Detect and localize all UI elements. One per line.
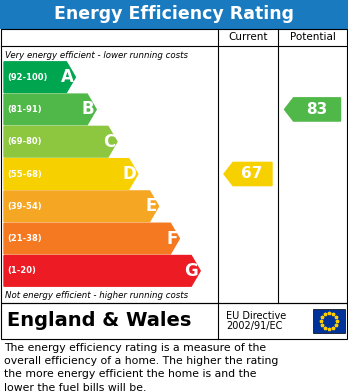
Polygon shape [4, 94, 96, 125]
Text: The energy efficiency rating is a measure of the
overall efficiency of a home. T: The energy efficiency rating is a measur… [4, 343, 278, 391]
Polygon shape [4, 159, 138, 189]
Text: Very energy efficient - lower running costs: Very energy efficient - lower running co… [5, 52, 188, 61]
Text: 67: 67 [241, 167, 263, 181]
Polygon shape [224, 162, 272, 186]
Text: F: F [166, 230, 177, 248]
Text: Current: Current [228, 32, 268, 42]
Text: Energy Efficiency Rating: Energy Efficiency Rating [54, 5, 294, 23]
Text: (69-80): (69-80) [7, 137, 41, 146]
Polygon shape [4, 191, 159, 222]
Text: England & Wales: England & Wales [7, 312, 191, 330]
Text: Potential: Potential [290, 32, 335, 42]
Text: 83: 83 [306, 102, 327, 117]
Polygon shape [285, 98, 340, 121]
Text: (21-38): (21-38) [7, 234, 42, 243]
Text: C: C [103, 133, 115, 151]
Bar [0, 0, 348, 28]
Text: D: D [122, 165, 136, 183]
Text: (92-100): (92-100) [7, 73, 47, 82]
Bar [313, 309, 345, 333]
Bar [1, 303, 347, 339]
Text: 2002/91/EC: 2002/91/EC [226, 321, 282, 331]
Text: (39-54): (39-54) [7, 202, 42, 211]
Text: (81-91): (81-91) [7, 105, 42, 114]
Bar [1, 29, 347, 303]
Text: (55-68): (55-68) [7, 170, 42, 179]
Polygon shape [4, 255, 200, 286]
Polygon shape [4, 223, 180, 254]
Polygon shape [4, 62, 76, 93]
Text: EU Directive: EU Directive [226, 311, 286, 321]
Text: (1-20): (1-20) [7, 266, 36, 275]
Text: B: B [81, 100, 94, 118]
Text: Not energy efficient - higher running costs: Not energy efficient - higher running co… [5, 291, 188, 300]
Text: G: G [184, 262, 198, 280]
Text: E: E [145, 197, 157, 215]
Text: A: A [61, 68, 73, 86]
Polygon shape [4, 126, 117, 157]
